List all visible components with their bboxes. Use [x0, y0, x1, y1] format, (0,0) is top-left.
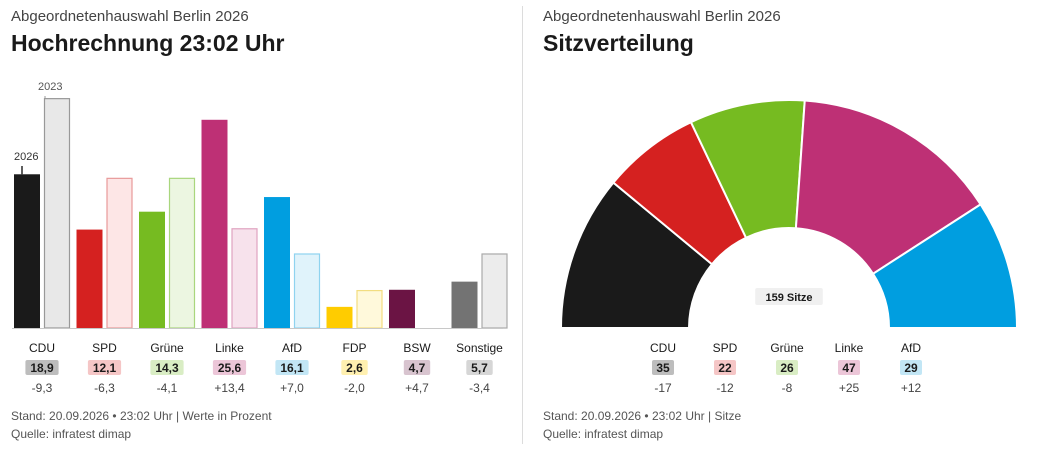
results-title: Hochrechnung 23:02 Uhr	[11, 30, 285, 56]
seat-category-label-gruene: Grüne	[770, 341, 804, 355]
seat-value-label-gruene: 26	[780, 361, 794, 375]
category-label-cdu: CDU	[29, 341, 55, 355]
bar-2023-sonstige	[481, 253, 508, 329]
bar-2026-linke	[201, 119, 228, 328]
seat-value-badge-linke	[838, 360, 860, 375]
value-label-sonstige: 5,7	[471, 361, 488, 375]
bar-2026-sonstige	[451, 281, 478, 328]
seats-subtitle: Abgeordnetenhauswahl Berlin 2026	[543, 8, 781, 25]
seat-diff-label-linke: +25	[839, 381, 860, 395]
results-panel: Abgeordnetenhauswahl Berlin 2026 Hochrec…	[0, 0, 520, 451]
results-footer-stand: Stand: 20.09.2026 • 23:02 Uhr | Werte in…	[11, 409, 272, 423]
category-label-sonstige: Sonstige	[456, 341, 503, 355]
value-label-gruene: 14,3	[155, 361, 179, 375]
seat-distribution-chart: 159 Sitze CDU 35 -17 SPD 22 -12 Grüne 26 -8 Linke 4…	[559, 99, 1019, 395]
value-label-fdp: 2,6	[346, 361, 363, 375]
bar-2023-linke	[231, 228, 258, 329]
seat-category-label-spd: SPD	[713, 341, 738, 355]
seat-value-label-spd: 22	[718, 361, 732, 375]
seat-category-label-afd: AfD	[901, 341, 921, 355]
category-label-bsw: BSW	[403, 341, 431, 355]
seat-diff-label-cdu: -17	[654, 381, 672, 395]
bar-2023-afd	[293, 253, 321, 329]
seats-title: Sitzverteilung	[543, 30, 694, 56]
value-badge-afd	[275, 360, 309, 375]
series-label-2026: 2026	[14, 151, 38, 163]
seat-category-label-cdu: CDU	[650, 341, 676, 355]
bar-2023-spd	[106, 177, 133, 329]
bar-2026-bsw	[389, 289, 415, 328]
total-seats-label: 159 Sitze	[765, 292, 812, 304]
seat-diff-label-gruene: -8	[782, 381, 793, 395]
diff-label-spd: -6,3	[94, 381, 115, 395]
seat-diff-label-spd: -12	[716, 381, 734, 395]
bar-2023-gruene	[168, 177, 196, 329]
bar-2026-fdp	[326, 306, 353, 328]
seat-value-badge-gruene	[776, 360, 798, 375]
value-label-cdu: 18,9	[30, 361, 54, 375]
diff-label-sonstige: -3,4	[469, 381, 490, 395]
value-label-spd: 12,1	[93, 361, 117, 375]
seats-footer-stand: Stand: 20.09.2026 • 23:02 Uhr | Sitze	[543, 409, 742, 423]
seat-category-label-linke: Linke	[835, 341, 864, 355]
seat-value-badge-afd	[900, 360, 922, 375]
series-label-2023: 2023	[38, 81, 62, 93]
value-badge-fdp	[341, 360, 368, 375]
value-badge-linke	[212, 360, 247, 375]
category-label-fdp: FDP	[343, 341, 367, 355]
seat-segment-afd	[871, 203, 1019, 329]
diff-label-cdu: -9,3	[32, 381, 53, 395]
value-label-linke: 25,6	[218, 361, 242, 375]
bar-2026-spd	[76, 229, 103, 328]
results-footer-source: Quelle: infratest dimap	[11, 427, 132, 441]
value-label-bsw: 4,7	[409, 361, 426, 375]
value-badge-gruene	[150, 360, 184, 375]
total-seats-badge	[755, 288, 823, 305]
diff-label-bsw: +4,7	[405, 381, 429, 395]
seat-value-badge-spd	[714, 360, 736, 375]
category-label-gruene: Grüne	[150, 341, 184, 355]
diff-label-gruene: -4,1	[157, 381, 178, 395]
value-badge-bsw	[403, 360, 431, 375]
diff-label-afd: +7,0	[280, 381, 304, 395]
diff-label-fdp: -2,0	[344, 381, 365, 395]
bar-2026-cdu	[14, 174, 40, 328]
seat-value-label-linke: 47	[842, 361, 856, 375]
seat-value-badge-cdu	[652, 360, 674, 375]
seat-diff-label-afd: +12	[901, 381, 922, 395]
bar-2023-cdu	[43, 98, 71, 329]
seats-panel: Abgeordnetenhauswahl Berlin 2026 Sitzver…	[530, 0, 1048, 451]
category-label-afd: AfD	[282, 341, 302, 355]
seat-segment-linke	[794, 99, 982, 276]
bar-chart: CDU 18,9 -9,3 SPD 12,1 -6,3 Grüne 14,3 -4,1 Linke…	[12, 81, 508, 395]
series-label-bg-2026	[12, 149, 40, 164]
seats-footer-source: Quelle: infratest dimap	[543, 427, 664, 441]
value-badge-sonstige	[466, 360, 493, 375]
results-subtitle: Abgeordnetenhauswahl Berlin 2026	[11, 8, 249, 25]
bar-2026-afd	[264, 197, 290, 328]
category-label-spd: SPD	[92, 341, 117, 355]
category-label-linke: Linke	[215, 341, 244, 355]
seat-value-label-cdu: 35	[656, 361, 670, 375]
value-badge-spd	[87, 360, 122, 375]
bar-2023-fdp	[356, 289, 383, 329]
bar-2026-gruene	[139, 211, 165, 328]
value-label-afd: 16,1	[280, 361, 304, 375]
diff-label-linke: +13,4	[214, 381, 245, 395]
value-badge-cdu	[25, 360, 59, 375]
seat-value-label-afd: 29	[904, 361, 918, 375]
panel-divider	[522, 6, 523, 444]
